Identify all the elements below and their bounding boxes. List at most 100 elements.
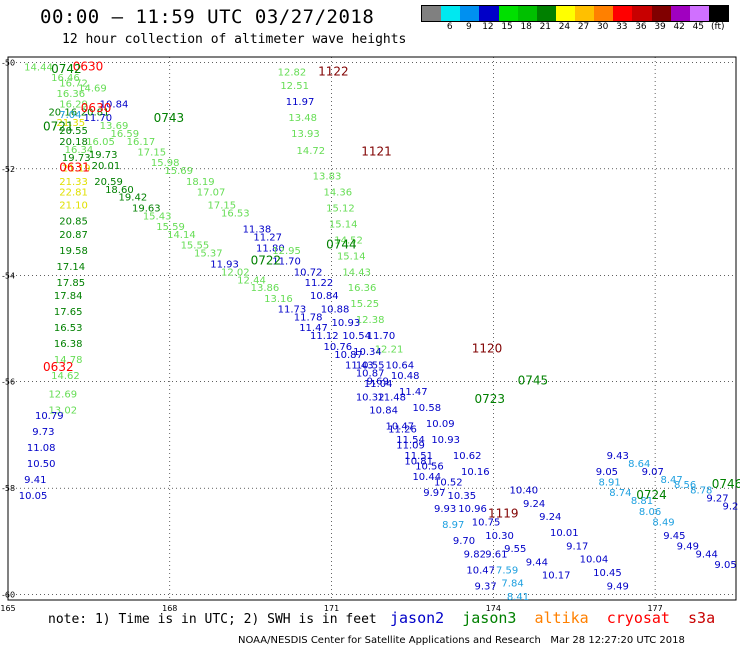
swh-value-label: 15.25 — [350, 299, 379, 310]
swh-value-label: 8.97 — [442, 520, 464, 531]
swh-value-label: 20.55 — [59, 126, 88, 137]
swh-value-label: 8.64 — [628, 459, 650, 470]
swh-value-label: 11.22 — [305, 278, 334, 289]
swh-value-label: 9.97 — [423, 488, 445, 499]
swh-value-label: 11.93 — [210, 259, 239, 270]
swh-value-label: 10.55 — [356, 360, 385, 371]
swh-value-label: 12.51 — [280, 81, 309, 92]
swh-value-label: 10.62 — [453, 451, 482, 462]
swh-value-label: 10.96 — [458, 504, 487, 515]
swh-value-label: 11.08 — [27, 443, 56, 454]
swh-value-label: 10.34 — [353, 347, 382, 358]
swh-value-label: 9.44 — [526, 557, 548, 568]
swh-value-label: 10.88 — [321, 305, 350, 316]
swh-value-label: 9.44 — [696, 549, 718, 560]
y-tick-label: -56 — [2, 378, 15, 387]
swh-value-label: 16.53 — [221, 209, 250, 220]
swh-value-label: 10.05 — [19, 491, 48, 502]
swh-value-label: 19.73 — [89, 150, 118, 161]
page-title: 00:00 – 11:59 UTC 03/27/2018 — [40, 6, 375, 28]
swh-value-label: 10.93 — [332, 318, 361, 329]
footer-note: note: 1) Time is in UTC; 2) SWH is in fe… — [48, 612, 377, 627]
y-tick-label: -54 — [2, 271, 15, 280]
satellite-legend-item: jason2 — [390, 609, 463, 627]
swh-value-label: 13.83 — [313, 171, 342, 182]
pass-time-label: 0742 — [51, 62, 82, 76]
swh-value-label: 9.61 — [485, 549, 507, 560]
pass-time-label: 0632 — [43, 360, 74, 374]
pass-time-label: 0746 — [712, 477, 740, 491]
swh-value-label: 17.15 — [137, 147, 166, 158]
swh-value-label: 15.59 — [156, 222, 185, 233]
swh-value-label: 9.05 — [596, 467, 618, 478]
pass-time-label: 0745 — [518, 373, 549, 387]
swh-value-label: 10.09 — [426, 419, 455, 430]
swh-value-label: 10.16 — [461, 467, 490, 478]
swh-value-label: 9.27 — [706, 494, 728, 505]
swh-value-label: 10.87 — [334, 350, 363, 361]
swh-value-label: 9.49 — [607, 581, 629, 592]
swh-value-label: 11.97 — [286, 97, 315, 108]
swh-value-label: 13.86 — [251, 283, 280, 294]
swh-value-label: 10.35 — [447, 491, 476, 502]
swh-value-label: 14.44 — [24, 62, 53, 73]
swh-value-label: 13.93 — [291, 129, 320, 140]
legend-swatch — [594, 6, 614, 21]
pass-time-label: 0723 — [474, 392, 505, 406]
legend-swatch — [708, 6, 728, 21]
swh-value-label: 12.44 — [237, 275, 266, 286]
pass-time-label: 0743 — [154, 111, 185, 125]
swh-value-label: 10.87 — [356, 368, 385, 379]
swh-value-label: 13.02 — [48, 406, 77, 417]
swh-value-label: 9.49 — [677, 541, 699, 552]
color-scale-legend — [421, 5, 729, 22]
swh-value-label: 15.14 — [337, 251, 366, 262]
swh-value-label: 15.14 — [329, 219, 358, 230]
legend-swatch — [517, 6, 537, 21]
swh-value-label: 12.69 — [48, 390, 77, 401]
satellite-legend: jason2 jason3 altika cryosat s3a — [390, 609, 715, 627]
legend-label: 42 — [673, 22, 685, 32]
legend-label: 6 — [446, 22, 453, 32]
legend-swatch — [498, 6, 518, 21]
swh-value-label: 15.55 — [181, 241, 210, 252]
swh-value-label: 9.05 — [714, 560, 736, 571]
legend-label: 21 — [539, 22, 552, 32]
swh-value-label: 13.16 — [264, 294, 293, 305]
swh-value-label: 11.47 — [399, 387, 428, 398]
swh-value-label: 17.15 — [208, 201, 237, 212]
swh-value-label: 10.64 — [385, 360, 414, 371]
legend-label: 18 — [520, 22, 532, 32]
swh-value-label: 14.69 — [78, 84, 107, 95]
x-tick-label: 168 — [162, 604, 177, 613]
swh-value-label: 9.82 — [464, 549, 486, 560]
y-tick-label: -58 — [2, 484, 15, 493]
x-tick-label: 177 — [647, 604, 662, 613]
swh-value-label: 13.69 — [100, 121, 129, 132]
swh-value-label: 10.40 — [510, 486, 539, 497]
swh-value-label: 19.58 — [59, 246, 88, 257]
legend-label: 33 — [616, 22, 628, 32]
legend-swatch — [670, 6, 690, 21]
swh-value-label: 17.84 — [54, 291, 83, 302]
swh-value-label: 16.29 — [59, 100, 88, 111]
swh-value-label: 10.84 — [369, 406, 398, 417]
swh-value-label: 16.38 — [54, 339, 83, 350]
swh-value-label: 9.24 — [523, 499, 545, 510]
swh-value-label: 11.70 — [272, 257, 301, 268]
swh-value-label: 10.17 — [542, 571, 571, 582]
swh-value-label: 16.72 — [59, 78, 88, 89]
legend-label: 45 — [692, 22, 705, 32]
swh-value-label: 8.74 — [609, 488, 631, 499]
swh-value-label: 10.56 — [415, 462, 444, 473]
swh-value-label: 8.81 — [631, 496, 653, 507]
swh-value-label: 16.17 — [127, 137, 156, 148]
swh-value-label: 18.60 — [105, 185, 134, 196]
swh-value-label: 9.45 — [663, 531, 685, 542]
swh-value-label: 10.79 — [35, 411, 64, 422]
legend-swatch — [651, 6, 671, 21]
swh-value-label: 11.70 — [83, 113, 112, 124]
swh-value-label: 9.24 — [539, 512, 561, 523]
x-tick-label: 171 — [324, 604, 339, 613]
swh-value-label: 19.73 — [62, 153, 91, 164]
